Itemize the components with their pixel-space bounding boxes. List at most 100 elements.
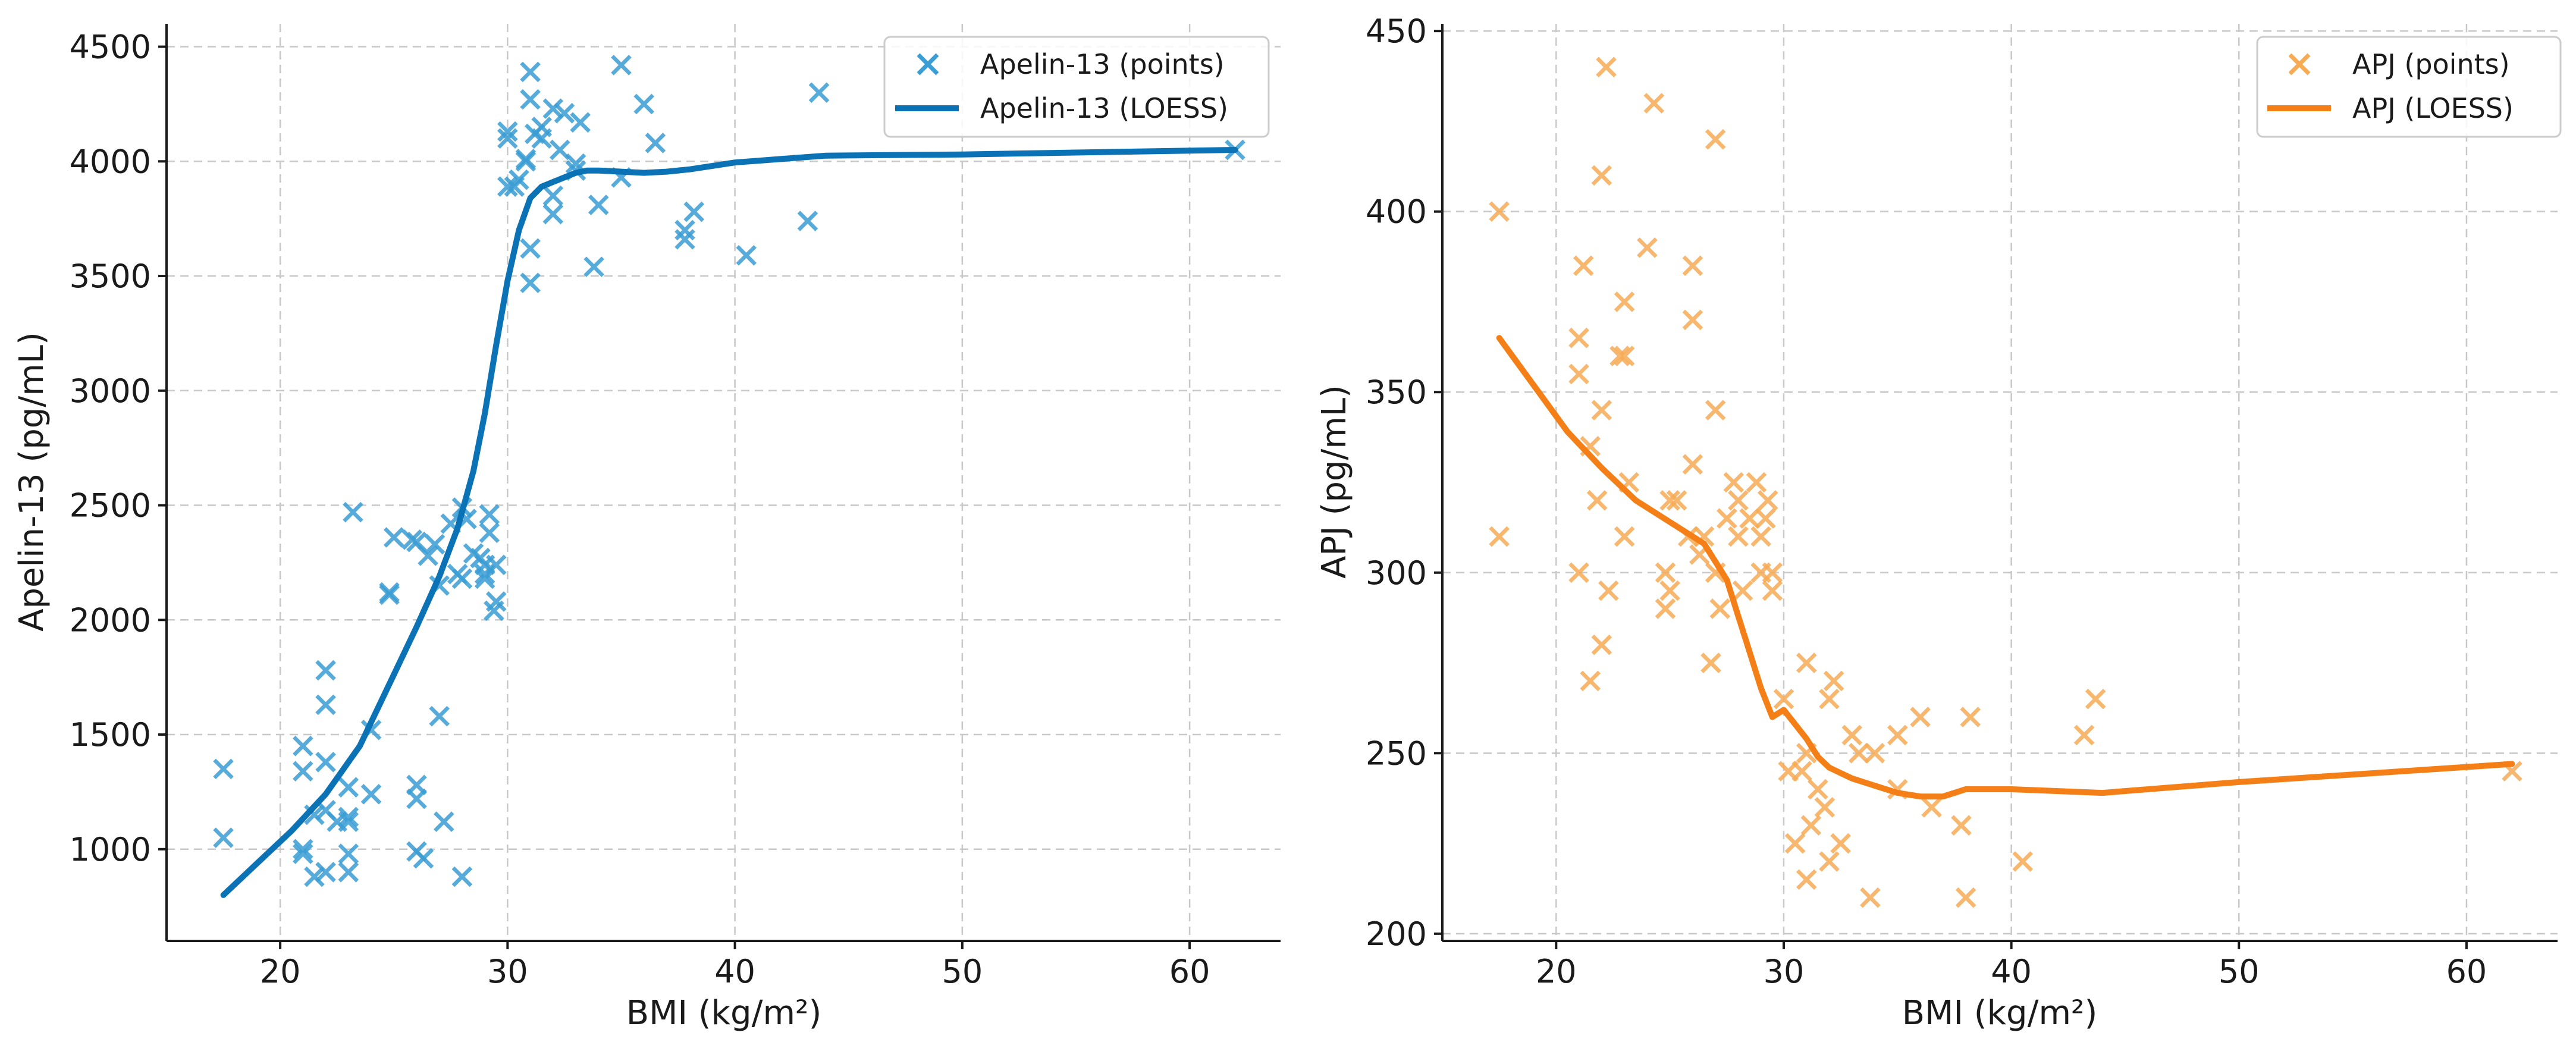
apj-data-point [1580, 670, 1601, 692]
apj-data-point [1796, 652, 1817, 673]
apelin-data-point [338, 862, 359, 883]
apj-data-point [1746, 472, 1767, 493]
apelin-data-point [424, 534, 445, 555]
apelin-y-tick-label: 4500 [70, 29, 151, 66]
apelin-data-point [338, 777, 359, 798]
apelin-grid [167, 24, 1281, 941]
apelin-y-axis-label: Apelin-13 (pg/mL) [12, 332, 51, 632]
apj-data-point [2012, 851, 2034, 872]
apelin-data-point [808, 82, 830, 103]
apj-data-point [1814, 797, 1835, 818]
apelin-data-point [542, 185, 564, 206]
apelin-legend: Apelin-13 (points) Apelin-13 (LOESS) [883, 36, 1270, 138]
apelin-y-tick-label: 3500 [70, 258, 151, 295]
apj-data-point [1887, 724, 1908, 746]
apj-data-point [1655, 562, 1676, 583]
apj-data-point [1732, 580, 1753, 601]
apj-data-point [1841, 724, 1863, 746]
apj-y-tick-label: 350 [1366, 374, 1427, 411]
apj-x-tick-label: 50 [2219, 953, 2260, 990]
apelin-y-tick-label: 3000 [70, 372, 151, 410]
apj-data-point [2085, 688, 2106, 710]
apelin-marks [213, 55, 1245, 898]
apelin-y-tick-label: 1500 [70, 716, 151, 754]
apj-data-point [1666, 490, 1687, 511]
apj-data-point [1700, 652, 1721, 673]
apelin-data-point [497, 128, 518, 149]
apj-data-point [1910, 707, 1931, 727]
apelin-data-point [293, 736, 313, 757]
apj-data-point [1682, 255, 1703, 277]
apj-data-point [1709, 598, 1731, 619]
apelin-legend-label-line: Apelin-13 (LOESS) [980, 92, 1228, 124]
apelin-data-point [542, 203, 564, 225]
apj-y-tick-label: 300 [1366, 554, 1427, 592]
apj-data-point [1637, 237, 1658, 258]
apj-data-point [1728, 490, 1749, 511]
apelin-data-point [338, 806, 359, 828]
apj-y-ticks: 200 250 300 350 400 450 [1366, 12, 1442, 953]
apj-data-point [1762, 580, 1783, 601]
apj-data-point [1591, 400, 1612, 420]
apelin-panel: 20 30 40 50 60 1000 1500 2000 2500 3000 3500 4000 4… [12, 24, 1281, 1033]
apelin-data-point [383, 527, 404, 548]
apj-data-point [1705, 128, 1726, 150]
apj-data-point [1951, 815, 1972, 836]
apj-data-point [1830, 833, 1851, 854]
apj-x-axis-label: BMI (kg/m²) [1902, 994, 2098, 1033]
apj-data-point [1568, 562, 1589, 583]
apelin-data-point [406, 788, 427, 809]
apelin-x-tick-label: 50 [942, 953, 983, 990]
apelin-legend-box [883, 36, 1270, 138]
apelin-data-point [293, 843, 313, 864]
apelin-data-point [515, 151, 536, 172]
apj-data-point [1955, 887, 1976, 908]
apelin-x-tick-label: 20 [260, 953, 301, 990]
apelin-data-point [542, 98, 564, 119]
apelin-data-point [485, 591, 507, 612]
apelin-data-point [633, 93, 655, 115]
apj-x-tick-label: 30 [1764, 953, 1805, 990]
apelin-x-tick-label: 60 [1169, 953, 1210, 990]
apelin-data-point [509, 169, 529, 190]
apelin-data-point [451, 866, 473, 887]
apelin-data-point [554, 103, 575, 124]
apj-data-point [1489, 526, 1510, 547]
apj-y-axis-label: APJ (pg/mL) [1315, 385, 1354, 579]
apelin-x-axis-label: BMI (kg/m²) [626, 994, 822, 1033]
apj-x-ticks: 20 30 40 50 60 [1536, 941, 2487, 990]
apj-legend-box [2256, 36, 2562, 138]
apj-y-tick-label: 400 [1366, 193, 1427, 231]
apj-data-point [1921, 797, 1943, 818]
apelin-data-point [360, 783, 382, 805]
apj-data-point [1728, 526, 1749, 547]
apelin-data-point [520, 89, 541, 110]
apj-data-point [1723, 472, 1744, 493]
apj-data-point [1717, 508, 1737, 529]
apelin-y-tick-label: 4000 [70, 143, 151, 180]
apelin-loess-line [220, 147, 1238, 898]
apj-data-point [1864, 743, 1885, 764]
apelin-data-point [315, 862, 336, 883]
apj-data-point [1614, 526, 1635, 547]
apj-data-point [1659, 580, 1680, 601]
apelin-data-point [479, 504, 500, 525]
apj-legend-label-line: APJ (LOESS) [2352, 92, 2514, 124]
apelin-data-point [304, 866, 325, 887]
apelin-data-point [434, 811, 454, 832]
apj-loess-line [1496, 335, 2515, 800]
apelin-x-ticks: 20 30 40 50 60 [260, 941, 1210, 990]
apj-data-point [1762, 562, 1783, 583]
apj-y-tick-label: 250 [1366, 735, 1427, 772]
apelin-data-point [293, 839, 313, 860]
apj-data-point [1848, 743, 1869, 764]
apj-legend-marker-points [2288, 53, 2311, 76]
apelin-data-point [645, 133, 666, 153]
apelin-data-point [429, 705, 450, 727]
apelin-data-point [327, 811, 347, 832]
apj-data-point [1755, 508, 1776, 529]
apj-data-point [1819, 688, 1840, 710]
apj-data-point [1682, 309, 1703, 331]
apj-data-point [1643, 93, 1665, 114]
apj-data-point [1705, 400, 1726, 420]
